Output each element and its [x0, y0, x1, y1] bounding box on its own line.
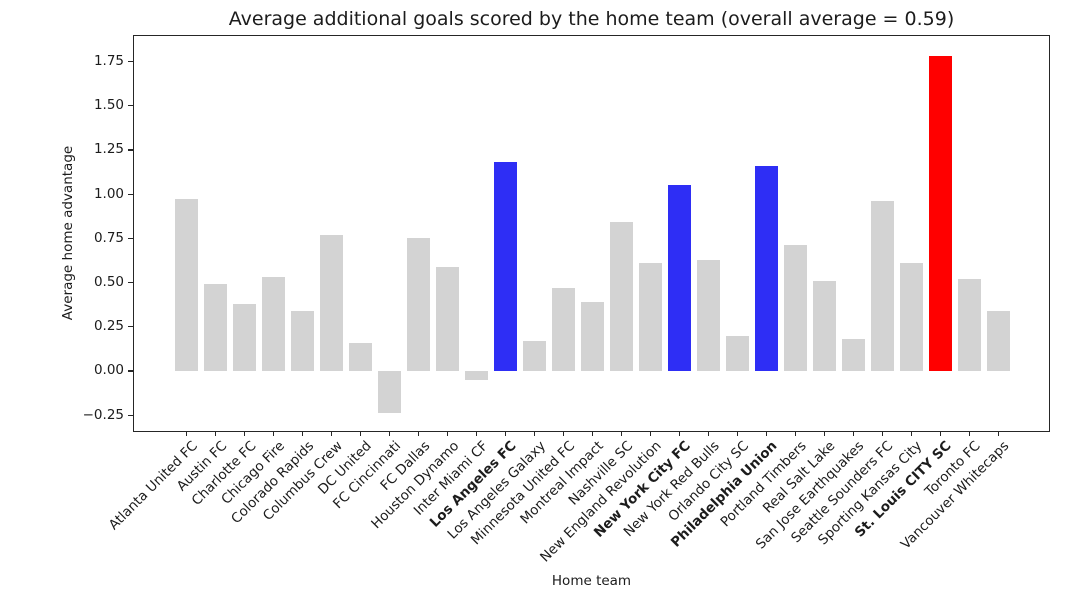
y-tick-label: −0.25 — [82, 406, 124, 423]
bar-toronto-fc — [957, 279, 981, 371]
x-tick-mark — [794, 432, 796, 436]
bar-montreal-impact — [581, 302, 604, 371]
x-tick-mark — [418, 432, 420, 436]
bar-philadelphia-union — [754, 165, 778, 371]
bar-colorado-rapids — [291, 310, 315, 371]
bar-fc-dallas — [407, 238, 431, 371]
x-tick-mark — [649, 432, 652, 436]
bar-st-louis-city-sc — [928, 56, 952, 371]
bar-sporting-kansas-city — [899, 263, 923, 371]
x-tick-mark — [215, 432, 217, 436]
y-tick-label: 0.00 — [93, 362, 124, 379]
bar-columbus-crew — [320, 234, 344, 371]
bar-san-jose-earthquakes — [841, 339, 865, 371]
x-tick-mark — [707, 432, 709, 436]
bar-real-salt-lake — [812, 280, 836, 371]
y-tick-mark — [128, 326, 133, 328]
bar-fc-cincinnati — [378, 370, 402, 414]
x-tick-mark — [997, 432, 999, 436]
x-tick-mark — [476, 432, 478, 436]
bar-dc-united — [349, 342, 373, 371]
bar-portland-timbers — [783, 245, 807, 371]
y-tick-label: 1.00 — [93, 185, 124, 202]
x-tick-mark — [968, 432, 970, 436]
bar-atlanta-united-fc — [175, 199, 199, 371]
bar-nashville-sc — [609, 222, 633, 371]
x-tick-mark — [939, 432, 941, 436]
x-tick-mark — [765, 432, 767, 436]
x-tick-mark — [302, 432, 304, 436]
bar-austin-fc — [204, 284, 228, 371]
bar-los-angeles-fc — [494, 162, 518, 371]
x-tick-mark — [910, 432, 912, 436]
y-tick-mark — [128, 149, 133, 151]
bar-vancouver-whitecaps — [986, 310, 1010, 371]
y-tick-mark — [128, 370, 133, 372]
y-tick-mark — [128, 281, 133, 284]
x-tick-mark — [504, 432, 507, 436]
y-tick-label: 1.75 — [93, 53, 124, 70]
x-tick-mark — [447, 432, 449, 436]
bar-los-angeles-galaxy — [523, 340, 547, 371]
x-tick-mark — [591, 432, 594, 436]
bar-new-york-city-fc — [667, 185, 691, 371]
x-tick-mark — [562, 432, 565, 436]
y-tick-mark — [128, 414, 133, 416]
x-tick-mark — [186, 432, 188, 436]
y-tick-label: 1.50 — [93, 97, 124, 114]
x-tick-mark — [331, 432, 333, 436]
y-tick-mark — [128, 237, 133, 239]
x-tick-mark — [533, 432, 536, 436]
y-tick-mark — [128, 105, 133, 107]
x-tick-mark — [678, 432, 681, 436]
y-tick-mark — [128, 193, 133, 195]
y-tick-label: 0.50 — [93, 274, 124, 291]
bar-charlotte-fc — [233, 303, 257, 371]
x-axis-label: Home team — [551, 573, 632, 589]
y-tick-label: 0.75 — [93, 229, 124, 246]
bar-new-york-red-bulls — [696, 259, 720, 371]
bar-minnesota-united-fc — [552, 287, 576, 371]
chart-title: Average additional goals scored by the h… — [228, 8, 955, 30]
y-tick-mark — [128, 60, 133, 63]
x-tick-mark — [244, 432, 246, 436]
x-tick-mark — [360, 432, 362, 436]
plot-area — [133, 35, 1050, 432]
bar-houston-dynamo — [436, 266, 460, 371]
bar-orlando-city-sc — [725, 335, 749, 371]
bar-seattle-sounders-fc — [870, 201, 894, 371]
bar-new-england-revolution — [638, 263, 662, 371]
x-tick-mark — [273, 432, 275, 436]
y-tick-label: 1.25 — [93, 141, 124, 158]
bar-chicago-fire — [262, 277, 286, 371]
y-tick-label: 0.25 — [93, 318, 124, 335]
bar-inter-miami-cf — [465, 370, 489, 380]
x-tick-mark — [736, 432, 738, 436]
x-tick-mark — [620, 432, 623, 436]
x-tick-mark — [389, 432, 391, 436]
x-tick-mark — [881, 432, 883, 436]
x-tick-mark — [823, 432, 825, 436]
x-tick-mark — [852, 432, 854, 436]
